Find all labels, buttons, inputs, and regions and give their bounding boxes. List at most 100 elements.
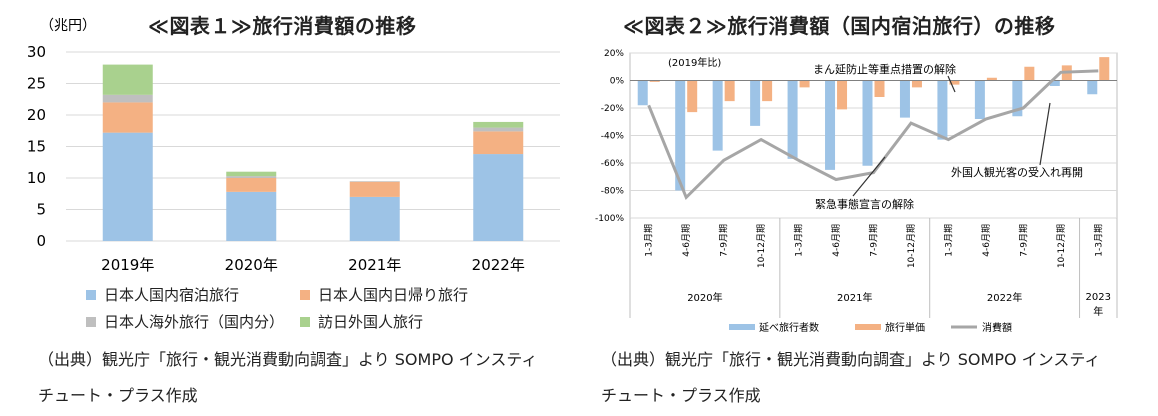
bar-segment (349, 181, 400, 182)
bar-visitors (675, 80, 686, 191)
bar-unit-price (874, 80, 885, 97)
annotation-label: まん延防止等重点措置の解除 (813, 62, 956, 76)
legend-item-overseas: 日本人海外旅行（国内分） (86, 311, 300, 332)
bar-segment (102, 94, 153, 103)
bar-segment (102, 64, 153, 95)
bar-visitors (750, 80, 761, 126)
chart1-title: ≪図表１≫旅行消費額の推移 (148, 14, 417, 38)
unit-annotation: (2019年比) (668, 56, 721, 69)
bar-segment (473, 121, 524, 128)
y-tick-label: -80% (601, 187, 625, 197)
x-tick-label: 10-12月期 (906, 224, 917, 268)
annotation-leader (852, 156, 886, 197)
chart2-title: ≪図表２≫旅行消費額（国内宿泊旅行）の推移 (623, 14, 1056, 38)
bar-unit-price (949, 80, 960, 85)
x-tick-label: 2022年 (472, 256, 525, 274)
y-tick-label: 30 (27, 43, 46, 61)
x-tick-label: 7-9月期 (869, 224, 880, 257)
bar-unit-price (762, 80, 773, 102)
y-tick-label: 10 (27, 169, 46, 187)
y-tick-label: 20% (604, 49, 624, 59)
bar-unit-price (724, 80, 735, 102)
legend-swatch (86, 316, 96, 327)
annotation-leader (1039, 102, 1051, 166)
y-tick-label: -40% (601, 132, 625, 142)
x-tick-label: 10-12月期 (1056, 224, 1067, 268)
legend-swatch-unit-price (855, 324, 881, 330)
chart1-source-line1: （出典）観光庁「旅行・観光消費動向調査」より SOMPO インスティ (38, 350, 538, 369)
y-tick-label: -20% (601, 104, 625, 114)
year-group-label: 2021年 (837, 291, 872, 304)
annotation-leader (947, 75, 956, 93)
x-tick-label: 7-9月期 (719, 224, 730, 257)
year-group-label-suffix: 年 (1093, 305, 1103, 318)
legend-label: 日本人国内日帰り旅行 (318, 286, 469, 304)
bar-unit-price (837, 80, 848, 110)
legend-label: 日本人海外旅行（国内分） (104, 313, 285, 331)
bar-visitors (825, 80, 836, 170)
bar-visitors (974, 80, 985, 119)
bar-visitors (712, 80, 723, 151)
legend-label: 旅行単価 (885, 321, 925, 334)
legend-label: 訪日外国人旅行 (318, 313, 424, 331)
bar-visitors (937, 80, 948, 140)
bar-segment (473, 131, 524, 155)
bar-visitors (637, 80, 648, 106)
bar-segment (226, 191, 277, 241)
chart1-legend-row2: 日本人海外旅行（国内分） 訪日外国人旅行 (86, 311, 423, 332)
legend-swatch-visitors (729, 324, 755, 330)
bar-segment (226, 176, 277, 178)
x-tick-label: 4-6月期 (681, 224, 692, 257)
y-axis-unit-label: （兆円） (40, 18, 96, 34)
chart-panel-2: ≪図表２≫旅行消費額（国内宿泊旅行）の推移 -100% -80% -60% -40% -… (585, 0, 1158, 416)
bar-visitors (1049, 80, 1060, 86)
chart2-source-line1: （出典）観光庁「旅行・観光消費動向調査」より SOMPO インスティ (601, 350, 1101, 369)
chart1-legend: 日本人国内宿泊旅行 日本人国内日帰り旅行 (86, 284, 468, 305)
year-group-label: 2023 (1086, 292, 1111, 303)
bar-segment (102, 102, 153, 133)
x-tick-label: 1-3月期 (794, 224, 805, 257)
bar-segment (473, 154, 524, 241)
legend-item-domestic-day: 日本人国内日帰り旅行 (300, 284, 468, 305)
bar-segment (473, 127, 524, 132)
year-group-label: 2020年 (687, 291, 722, 304)
year-group-label: 2022年 (987, 291, 1022, 304)
bar-unit-price (687, 80, 698, 113)
y-tick-label: 15 (27, 138, 46, 156)
legend-item-domestic-stay: 日本人国内宿泊旅行 (86, 284, 300, 305)
x-tick-label: 2021年 (348, 256, 401, 274)
x-tick-label: 7-9月期 (1018, 224, 1029, 257)
bar-segment (226, 178, 277, 192)
y-tick-label: 25 (27, 75, 46, 93)
legend-item-inbound: 訪日外国人旅行 (300, 311, 423, 332)
chart1-svg: （兆円） 0 5 10 15 20 25 30 2019年 2020年 2021年 2022年 (27, 18, 560, 274)
legend-label: 消費額 (982, 321, 1012, 334)
line-spending (647, 69, 1099, 201)
bar-unit-price (799, 80, 810, 88)
bar-visitors (862, 80, 873, 166)
y-tick-label: -100% (595, 214, 624, 224)
y-tick-label: 0% (610, 77, 625, 87)
legend-swatch (300, 289, 310, 300)
x-tick-label: 1-3月期 (1093, 224, 1104, 257)
y-tick-label: -60% (601, 159, 625, 169)
bar-segment (226, 171, 277, 177)
bar-visitors (787, 80, 798, 159)
x-tick-label: 4-6月期 (981, 224, 992, 257)
bar-unit-price (986, 77, 997, 81)
x-tick-label: 4-6月期 (831, 224, 842, 257)
x-tick-label: 1-3月期 (644, 224, 655, 257)
x-tick-label: 10-12月期 (756, 224, 767, 268)
legend-label: 延べ旅行者数 (759, 321, 819, 334)
y-tick-label: 5 (36, 201, 46, 219)
legend-swatch (300, 316, 310, 327)
legend-swatch (86, 289, 96, 300)
bar-segment (349, 196, 400, 241)
chart-panel-1: ≪図表１≫旅行消費額の推移 （兆円） 0 5 10 15 20 25 30 2019年 2020年… (0, 0, 575, 416)
annotation-label: 緊急事態宣言の解除 (815, 197, 914, 211)
y-tick-label: 0 (36, 232, 46, 250)
bar-visitors (1012, 80, 1023, 117)
bar-unit-price (649, 80, 660, 82)
bar-unit-price (1099, 57, 1110, 81)
bar-visitors (899, 80, 910, 118)
